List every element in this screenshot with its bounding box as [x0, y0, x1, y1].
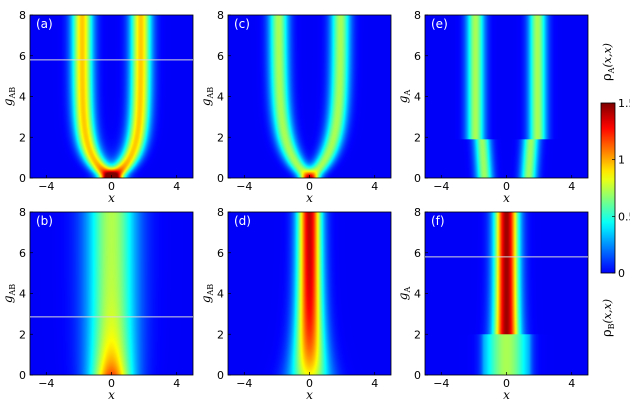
y-tick-label: 0	[19, 369, 26, 382]
y-tick-label: 2	[19, 328, 26, 341]
y-tick-label: 6	[414, 50, 421, 63]
y-tick-label: 2	[414, 131, 421, 144]
x-tick-label: −4	[236, 377, 252, 390]
x-tick-label: 0	[108, 377, 115, 390]
panel-f: (f) −4 0 4 0 2 4 6 8 x gA	[396, 206, 589, 401]
x-tick-label: −4	[433, 377, 449, 390]
x-axis-label: x	[108, 191, 115, 205]
y-axis-label: gAB	[1, 87, 17, 106]
y-axis-label: gAB	[1, 284, 17, 303]
y-tick-label: 8	[414, 9, 421, 22]
x-tick-label: 4	[173, 180, 180, 193]
x-tick-label: −4	[38, 180, 54, 193]
panels: (a) −4 0 4 0 2 4 6 8 x gAB (b) −4 0 4 0 2 4 6 8 x gAB (c) −4 0 4 0…	[1, 9, 589, 401]
y-tick-label: 6	[19, 247, 26, 260]
panel-c: (c) −4 0 4 0 2 4 6 8 x gAB	[199, 9, 392, 205]
heatmap-image	[30, 15, 193, 178]
y-tick-label: 4	[217, 91, 224, 104]
y-tick-label: 2	[217, 131, 224, 144]
x-tick-label: −4	[236, 180, 252, 193]
y-axis-label: gAB	[199, 87, 215, 106]
x-tick-label: 0	[306, 180, 313, 193]
panel-a: (a) −4 0 4 0 2 4 6 8 x gAB	[1, 9, 194, 205]
y-axis-label: gA	[396, 90, 412, 104]
x-tick-label: 4	[568, 180, 575, 193]
y-tick-label: 4	[19, 91, 26, 104]
x-axis-label: x	[306, 191, 313, 205]
panel-label: (e)	[431, 17, 448, 31]
y-tick-label: 8	[414, 206, 421, 219]
panel-label: (f)	[431, 214, 445, 228]
heatmap-image	[425, 15, 588, 178]
panel-d: (d) −4 0 4 0 2 4 6 8 x gAB	[199, 206, 392, 401]
y-tick-label: 2	[217, 328, 224, 341]
panel-label: (b)	[36, 214, 53, 228]
y-tick-label: 4	[19, 288, 26, 301]
y-tick-label: 6	[414, 247, 421, 260]
y-tick-label: 2	[19, 131, 26, 144]
y-tick-label: 0	[414, 369, 421, 382]
colorbar-tick-label: 0	[618, 267, 625, 280]
heatmap-image	[425, 212, 588, 375]
y-tick-label: 6	[19, 50, 26, 63]
colorbar-label-bottom: ρB(x,x)	[600, 299, 616, 337]
panel-label: (a)	[36, 17, 53, 31]
colorbar-gradient	[600, 102, 616, 274]
y-tick-label: 6	[217, 247, 224, 260]
panel-label: (d)	[234, 214, 251, 228]
y-tick-label: 0	[19, 172, 26, 185]
x-tick-label: 0	[503, 180, 510, 193]
x-tick-label: 0	[108, 180, 115, 193]
heatmap-image	[228, 212, 391, 375]
y-tick-label: 2	[414, 328, 421, 341]
y-tick-label: 4	[414, 91, 421, 104]
colorbar-tick-label: 0.5	[618, 210, 630, 223]
x-axis-label: x	[503, 191, 510, 205]
y-tick-label: 0	[414, 172, 421, 185]
panel-b: (b) −4 0 4 0 2 4 6 8 x gAB	[1, 206, 194, 401]
y-tick-label: 0	[217, 172, 224, 185]
x-axis-label: x	[306, 388, 313, 401]
colorbar-tick-label: 1	[618, 154, 625, 167]
x-tick-label: −4	[433, 180, 449, 193]
colorbar-tick-label: 1.5	[618, 97, 630, 110]
x-tick-label: 4	[173, 377, 180, 390]
y-tick-label: 8	[217, 206, 224, 219]
colorbar-label-top: ρA(x,x)	[600, 43, 616, 81]
x-tick-label: −4	[38, 377, 54, 390]
heatmap-image	[228, 15, 391, 178]
heatmap-image	[30, 212, 193, 375]
y-tick-label: 6	[217, 50, 224, 63]
y-axis-label: gAB	[199, 284, 215, 303]
x-axis-label: x	[503, 388, 510, 401]
x-axis-label: x	[108, 388, 115, 401]
x-tick-label: 4	[568, 377, 575, 390]
y-tick-label: 8	[19, 9, 26, 22]
colorbar: 0 0.5 1 1.5 ρA(x,x) ρB(x,x)	[600, 43, 630, 337]
x-tick-label: 4	[371, 377, 378, 390]
panel-e: (e) −4 0 4 0 2 4 6 8 x gA	[396, 9, 589, 205]
y-tick-label: 8	[217, 9, 224, 22]
x-tick-label: 4	[371, 180, 378, 193]
y-tick-label: 4	[217, 288, 224, 301]
y-tick-label: 0	[217, 369, 224, 382]
y-tick-label: 4	[414, 288, 421, 301]
x-tick-label: 0	[503, 377, 510, 390]
x-tick-label: 0	[306, 377, 313, 390]
y-tick-label: 8	[19, 206, 26, 219]
panel-label: (c)	[234, 17, 250, 31]
y-axis-label: gA	[396, 287, 412, 301]
